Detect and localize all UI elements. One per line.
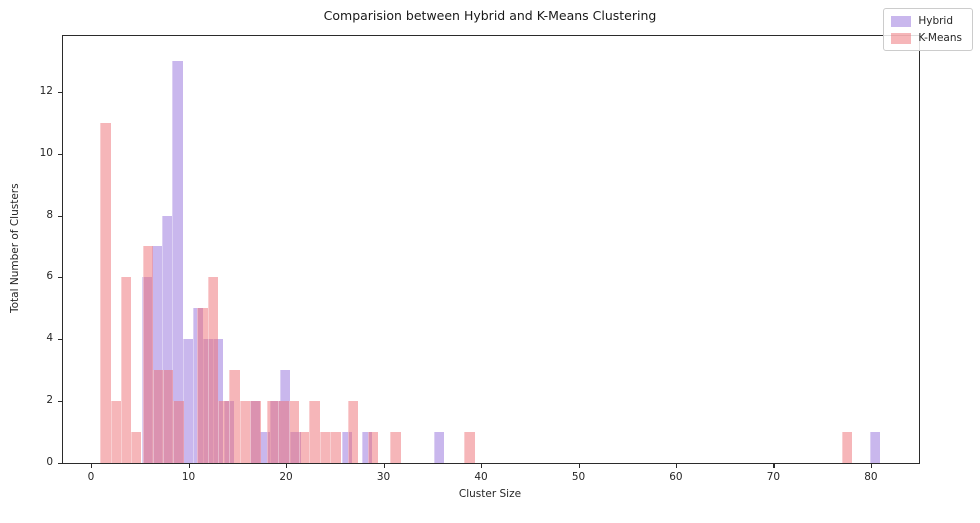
- kmeans-bar: [173, 401, 184, 463]
- y-tick-label: 6: [46, 270, 53, 283]
- kmeans-bar: [131, 432, 142, 463]
- kmeans-bar: [464, 432, 475, 463]
- x-tick-mark: [481, 464, 483, 468]
- x-axis-label: Cluster Size: [458, 488, 522, 500]
- hybrid-bar: [172, 60, 183, 463]
- legend: Hybrid K-Means: [883, 8, 973, 51]
- hybrid-bar: [162, 215, 173, 463]
- y-tick-label: 10: [39, 146, 53, 159]
- x-tick-label: 0: [87, 471, 95, 483]
- hybrid-bar: [341, 432, 352, 463]
- kmeans-bar: [288, 401, 300, 463]
- kmeans-bar: [250, 401, 261, 463]
- x-tick-mark: [286, 464, 288, 468]
- x-tick-mark: [91, 464, 93, 468]
- x-tick-label: 60: [669, 471, 683, 483]
- x-tick-label: 10: [181, 471, 196, 483]
- kmeans-bar: [120, 277, 132, 463]
- x-tick-mark: [675, 464, 678, 468]
- kmeans-bar: [347, 401, 359, 463]
- x-tick-mark: [578, 464, 580, 468]
- x-tick-mark: [870, 464, 873, 468]
- y-tick-mark: [58, 277, 62, 279]
- y-tick-mark: [58, 401, 62, 403]
- y-tick-label: 12: [39, 84, 53, 97]
- hybrid-bar: [182, 339, 193, 463]
- kmeans-bar: [152, 370, 164, 463]
- x-tick-label: 50: [571, 471, 586, 483]
- kmeans-bar: [320, 432, 331, 463]
- legend-entry-kmeans: K-Means: [891, 32, 962, 44]
- y-tick-label: 0: [46, 456, 53, 468]
- histogram-bars-layer: [63, 36, 919, 463]
- y-tick-mark: [58, 153, 62, 155]
- kmeans-bar: [100, 122, 111, 463]
- x-tick-label: 40: [474, 471, 488, 483]
- legend-label-hybrid: Hybrid: [918, 15, 954, 27]
- y-tick-mark: [58, 463, 62, 465]
- kmeans-bar: [330, 432, 341, 463]
- kmeans-bar: [110, 401, 121, 463]
- kmeans-bar: [309, 401, 320, 463]
- x-tick-mark: [383, 464, 385, 468]
- y-tick-label: 8: [46, 208, 53, 221]
- kmeans-swatch-icon: [891, 32, 912, 44]
- y-tick-label: 2: [46, 394, 53, 407]
- legend-label-kmeans: K-Means: [918, 32, 962, 44]
- x-tick-label: 80: [864, 471, 878, 483]
- kmeans-bar: [218, 401, 229, 463]
- x-tick-label: 20: [279, 471, 293, 483]
- hybrid-bar: [434, 432, 445, 463]
- y-tick-mark: [58, 215, 62, 217]
- x-tick-label: 30: [376, 471, 391, 483]
- legend-entry-hybrid: Hybrid: [891, 15, 962, 27]
- kmeans-bar: [163, 370, 174, 463]
- kmeans-bar: [299, 432, 310, 463]
- x-tick-mark: [773, 464, 775, 468]
- hybrid-bar: [362, 432, 373, 463]
- kmeans-bar: [267, 401, 278, 463]
- kmeans-bar: [239, 401, 251, 463]
- kmeans-bar: [367, 432, 379, 463]
- kmeans-bar: [841, 432, 853, 463]
- y-tick-mark: [58, 339, 62, 341]
- y-axis-label: Total Number of Clusters: [9, 183, 21, 314]
- hybrid-bar: [870, 432, 881, 463]
- chart-title: Comparision between Hybrid and K-Means C…: [323, 8, 657, 23]
- kmeans-bar: [197, 308, 208, 463]
- kmeans-bar: [142, 246, 154, 463]
- hybrid-swatch-icon: [891, 15, 912, 27]
- kmeans-bar: [390, 432, 401, 463]
- x-tick-mark: [188, 464, 190, 468]
- y-tick-mark: [58, 91, 62, 93]
- kmeans-bar: [278, 401, 289, 463]
- y-tick-label: 4: [46, 332, 53, 345]
- kmeans-bar: [229, 370, 240, 463]
- kmeans-bar: [207, 277, 219, 463]
- x-tick-label: 70: [766, 471, 781, 483]
- plot-area: 0 10 20 30 40 50 60 70 80 0 2 4 6 8 10 12: [40, 35, 920, 483]
